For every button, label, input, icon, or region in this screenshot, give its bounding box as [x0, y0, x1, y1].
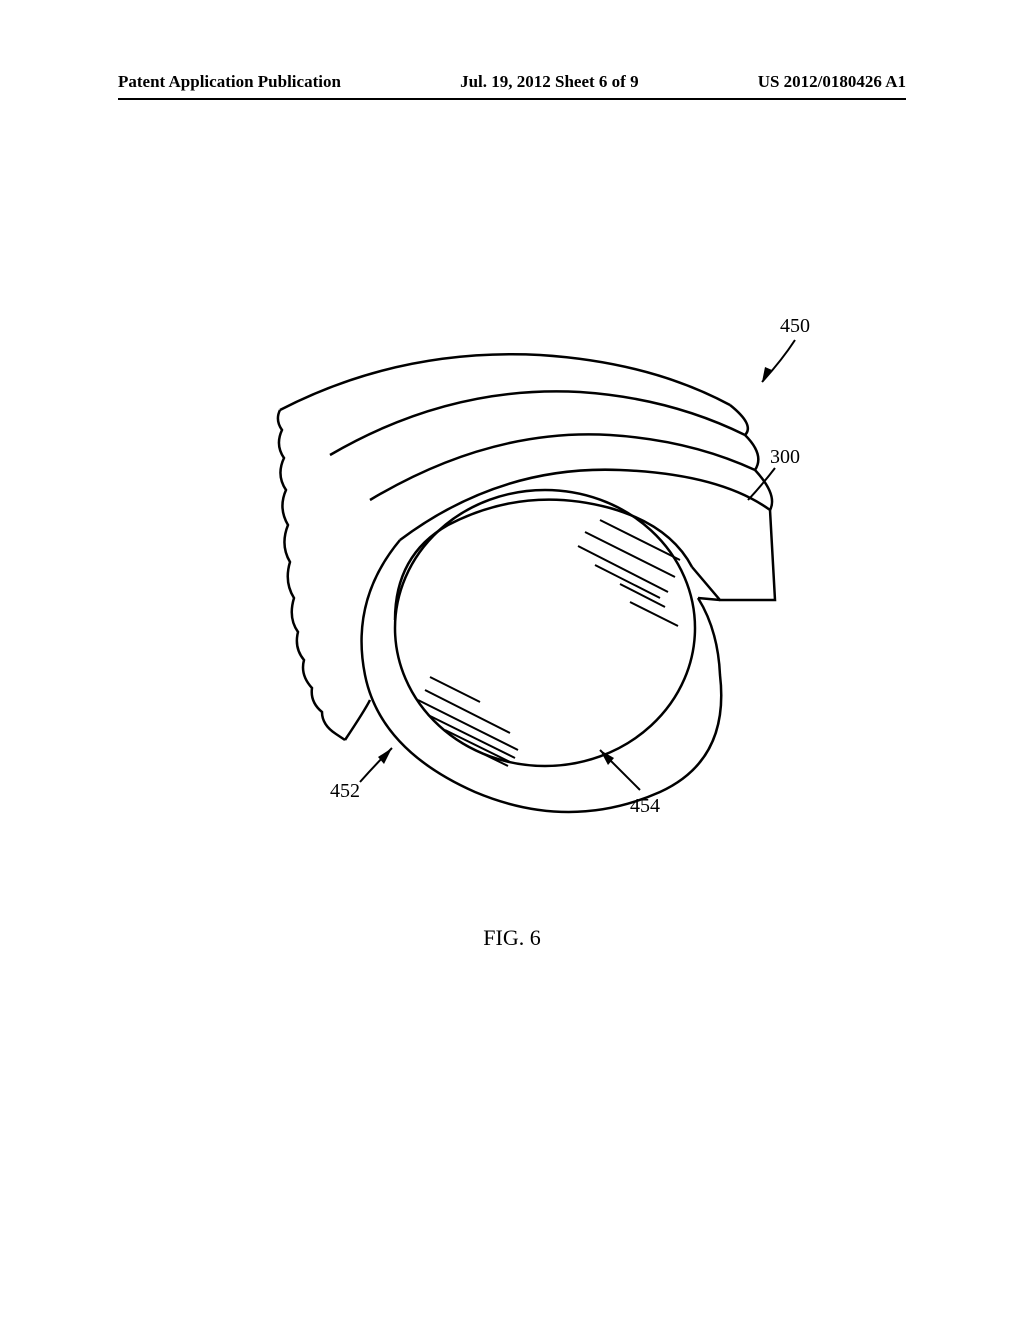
front-ring-top: [400, 470, 775, 600]
ring-connect-2: [745, 435, 758, 470]
front-ring-outer-bottom: [362, 540, 722, 812]
top-outer-curve: [280, 354, 730, 410]
header-divider: [118, 98, 906, 100]
header-left: Patent Application Publication: [118, 72, 341, 92]
figure-6: 300 450 452 454: [200, 330, 824, 850]
label-300: 300: [770, 446, 800, 469]
figure-caption: FIG. 6: [0, 925, 1024, 951]
notch-line: [698, 598, 720, 600]
arrow-450: [762, 367, 772, 382]
label-450: 450: [780, 315, 810, 338]
ring-annulus-inner-top: [395, 500, 692, 620]
ring-bottom-1: [345, 700, 370, 740]
header-right: US 2012/0180426 A1: [758, 72, 906, 92]
label-454: 454: [630, 795, 660, 818]
wavy-edge: [278, 410, 345, 740]
label-452: 452: [330, 780, 360, 803]
header-center: Jul. 19, 2012 Sheet 6 of 9: [460, 72, 639, 92]
patent-drawing: [200, 330, 824, 850]
